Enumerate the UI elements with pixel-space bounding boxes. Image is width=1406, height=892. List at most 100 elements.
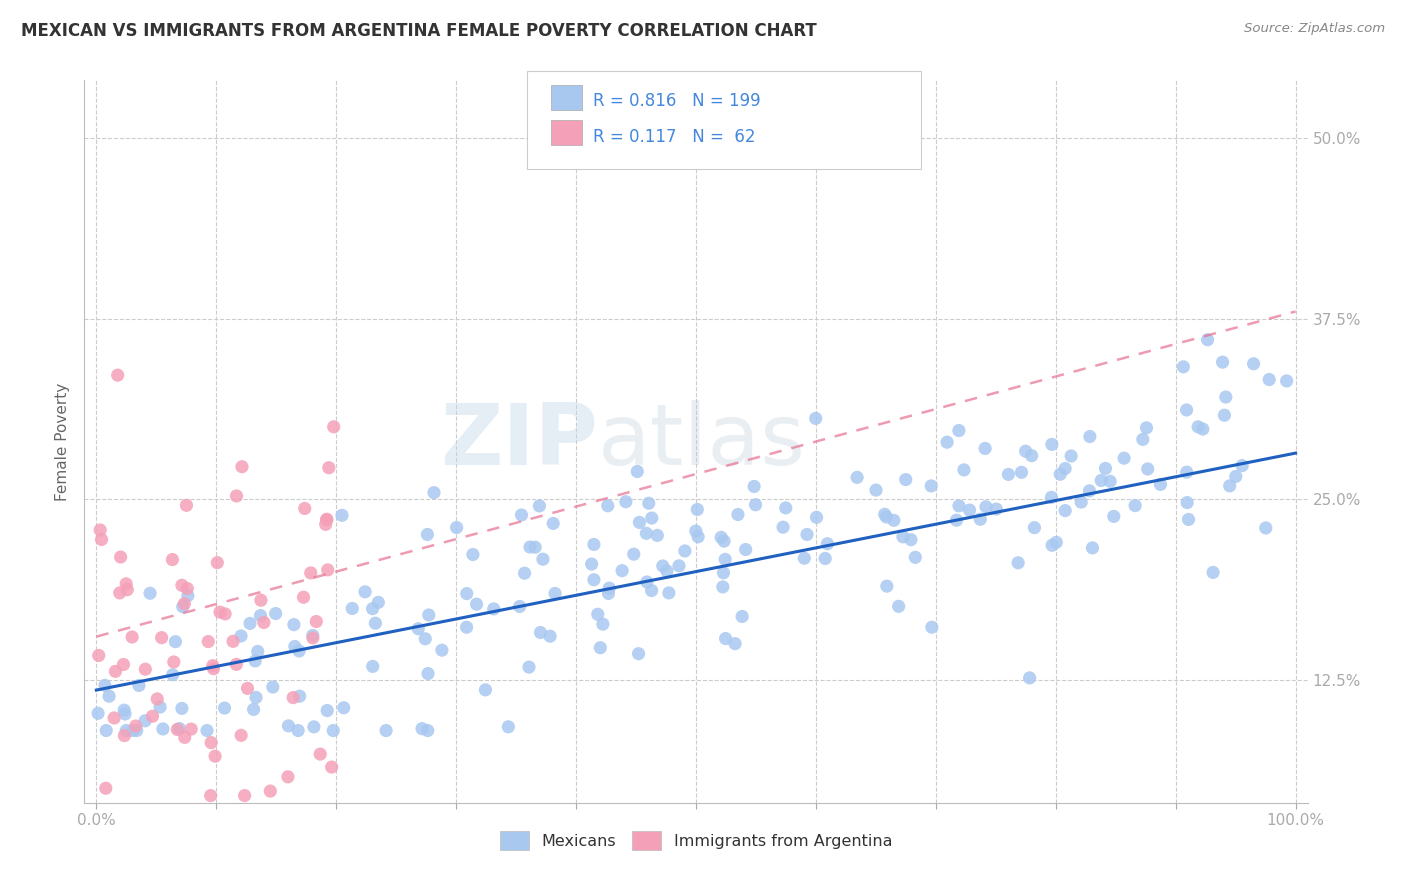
Point bbox=[172, 599, 194, 614]
Point bbox=[364, 616, 387, 631]
Point bbox=[887, 599, 910, 614]
Point bbox=[89, 523, 111, 537]
Point bbox=[1081, 541, 1104, 555]
Point bbox=[510, 508, 533, 522]
Point bbox=[513, 566, 536, 581]
Point bbox=[195, 723, 218, 738]
Point bbox=[1191, 422, 1213, 436]
Point bbox=[103, 711, 125, 725]
Point bbox=[904, 550, 927, 565]
Point bbox=[259, 784, 281, 798]
Point bbox=[986, 502, 1008, 516]
Point bbox=[277, 770, 299, 784]
Point bbox=[529, 625, 551, 640]
Point bbox=[465, 597, 488, 611]
Point bbox=[509, 599, 531, 614]
Point bbox=[315, 517, 337, 532]
Point bbox=[953, 463, 976, 477]
Point bbox=[163, 655, 186, 669]
Point bbox=[283, 690, 305, 705]
Point bbox=[945, 513, 967, 527]
Point bbox=[1024, 521, 1046, 535]
Point bbox=[117, 582, 139, 597]
Point bbox=[134, 662, 156, 676]
Point bbox=[582, 537, 605, 551]
Point bbox=[446, 520, 468, 534]
Point bbox=[734, 542, 756, 557]
Point bbox=[1202, 566, 1225, 580]
Point bbox=[225, 657, 247, 672]
Point bbox=[283, 617, 305, 632]
Point bbox=[628, 516, 651, 530]
Point bbox=[416, 723, 439, 738]
Point bbox=[714, 632, 737, 646]
Point bbox=[1149, 477, 1171, 491]
Point bbox=[87, 706, 110, 721]
Point bbox=[498, 720, 520, 734]
Point bbox=[177, 589, 200, 603]
Point bbox=[796, 527, 818, 541]
Point bbox=[713, 534, 735, 549]
Point bbox=[287, 723, 309, 738]
Point bbox=[1132, 433, 1154, 447]
Point bbox=[531, 552, 554, 566]
Point bbox=[411, 722, 433, 736]
Point bbox=[302, 720, 325, 734]
Point bbox=[1230, 458, 1253, 473]
Point bbox=[139, 586, 162, 600]
Point bbox=[207, 556, 229, 570]
Point bbox=[152, 722, 174, 736]
Point bbox=[658, 586, 681, 600]
Point bbox=[598, 581, 620, 595]
Point bbox=[921, 620, 943, 634]
Point bbox=[229, 629, 252, 643]
Point bbox=[637, 496, 659, 510]
Point bbox=[245, 690, 267, 705]
Point bbox=[367, 595, 389, 609]
Point bbox=[302, 631, 325, 645]
Point bbox=[948, 499, 970, 513]
Point bbox=[1054, 461, 1077, 475]
Point bbox=[640, 583, 662, 598]
Point bbox=[1011, 465, 1033, 479]
Point bbox=[208, 605, 231, 619]
Point bbox=[1021, 449, 1043, 463]
Point bbox=[332, 700, 354, 714]
Point bbox=[775, 500, 797, 515]
Point bbox=[299, 566, 322, 580]
Point bbox=[330, 508, 353, 523]
Point bbox=[121, 630, 143, 644]
Point bbox=[180, 722, 202, 736]
Point bbox=[166, 723, 188, 737]
Point bbox=[90, 533, 112, 547]
Point bbox=[529, 499, 551, 513]
Point bbox=[456, 620, 478, 634]
Point bbox=[173, 597, 195, 611]
Point bbox=[107, 368, 129, 383]
Point bbox=[115, 577, 138, 591]
Point bbox=[288, 689, 311, 703]
Point bbox=[204, 749, 226, 764]
Point bbox=[686, 502, 709, 516]
Point bbox=[727, 508, 749, 522]
Text: Source: ZipAtlas.com: Source: ZipAtlas.com bbox=[1244, 22, 1385, 36]
Point bbox=[222, 634, 245, 648]
Point bbox=[713, 566, 735, 580]
Point bbox=[1045, 535, 1067, 549]
Point bbox=[875, 510, 897, 524]
Point bbox=[876, 579, 898, 593]
Point bbox=[242, 702, 264, 716]
Point bbox=[997, 467, 1019, 482]
Point bbox=[112, 703, 135, 717]
Point bbox=[231, 728, 253, 742]
Point bbox=[253, 615, 276, 630]
Point bbox=[651, 559, 673, 574]
Point bbox=[214, 701, 236, 715]
Point bbox=[321, 760, 343, 774]
Point bbox=[170, 578, 193, 592]
Point bbox=[641, 511, 664, 525]
Point bbox=[316, 704, 339, 718]
Point bbox=[744, 498, 766, 512]
Point bbox=[1007, 556, 1029, 570]
Point bbox=[1123, 499, 1146, 513]
